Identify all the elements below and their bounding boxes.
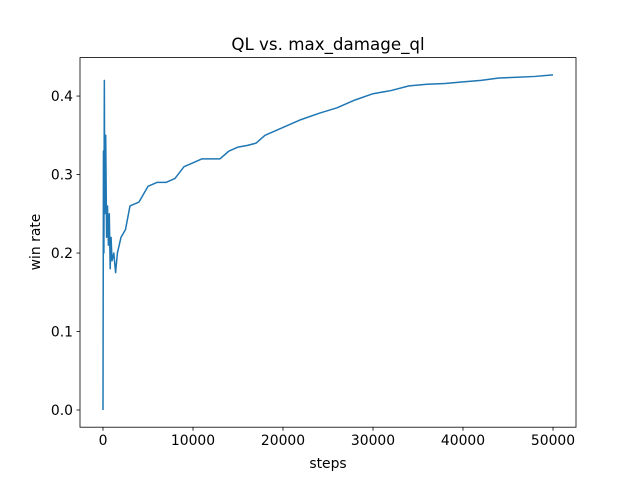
y-tick-label: 0.2 xyxy=(51,246,73,262)
x-tick-label: 30000 xyxy=(351,433,395,449)
x-tick-label: 50000 xyxy=(531,433,575,449)
x-tick-label: 20000 xyxy=(261,433,305,449)
y-tick-label: 0.3 xyxy=(51,168,73,184)
chart-title: QL vs. max_damage_ql xyxy=(231,34,424,55)
x-tick-label: 10000 xyxy=(171,433,215,449)
y-tick-label: 0.4 xyxy=(51,89,73,105)
x-axis-label: steps xyxy=(309,456,346,472)
data-line xyxy=(102,74,554,411)
axes-frame xyxy=(79,57,577,428)
y-tick-label: 0.0 xyxy=(51,403,73,419)
y-axis-label: win rate xyxy=(28,214,44,271)
x-tick-label: 40000 xyxy=(441,433,485,449)
y-tick-label: 0.1 xyxy=(51,325,73,341)
x-tick-label: 0 xyxy=(99,433,108,449)
